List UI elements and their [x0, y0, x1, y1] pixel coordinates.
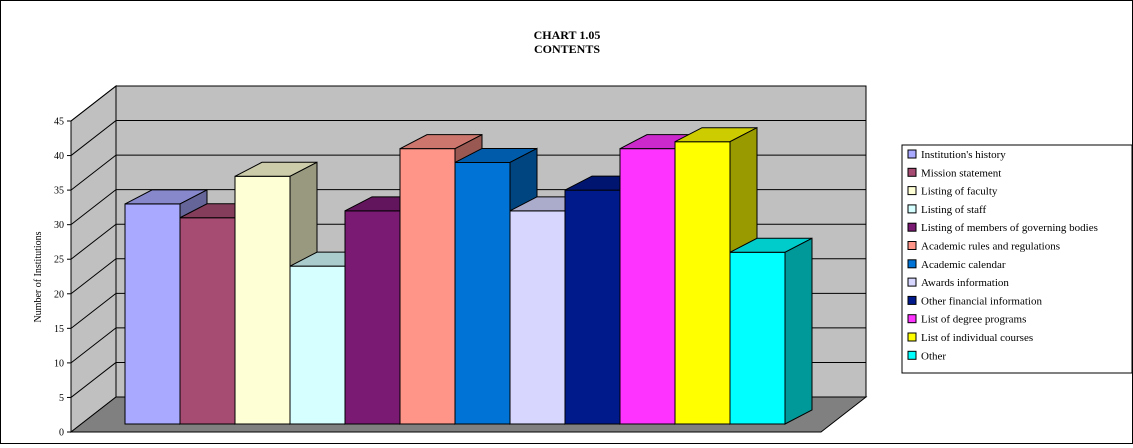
bar-front: [674, 141, 731, 425]
legend-swatch: [907, 295, 917, 305]
legend-item: Listing of faculty: [907, 186, 998, 198]
bar-front: [289, 265, 346, 425]
bar-front: [344, 210, 401, 425]
legend-swatch: [907, 350, 917, 360]
y-tick-label: 35: [54, 186, 64, 197]
gridline: [70, 154, 117, 191]
gridline: [70, 362, 117, 398]
legend: Institution's history Mission statement Li…: [901, 144, 1133, 374]
chart-subtitle: CONTENTS: [534, 42, 600, 56]
legend-label: Awards information: [921, 277, 1009, 289]
legend-item: List of degree programs: [907, 314, 1026, 326]
legend-item: Institution's history: [907, 149, 1006, 161]
bar-front: [179, 217, 236, 425]
legend-label: List of degree programs: [921, 314, 1026, 326]
legend-item: Awards information: [907, 277, 1009, 289]
y-tick-label: 0: [59, 428, 64, 439]
y-axis: 0 5 10 15 20 25 30 35 40 45: [54, 117, 72, 439]
bar-front: [564, 189, 621, 425]
bar-front: [234, 175, 291, 425]
gridline: [70, 223, 117, 260]
legend-box: [901, 144, 1133, 374]
gridline: [70, 120, 117, 156]
y-tick-label: 10: [54, 358, 64, 369]
bar-front: [124, 203, 181, 425]
legend-swatch: [907, 149, 917, 159]
bar-front: [729, 251, 786, 425]
gridline: [70, 85, 117, 122]
legend-swatch: [907, 186, 917, 196]
gridline: [70, 189, 117, 226]
legend-label: Academic rules and regulations: [921, 241, 1060, 253]
legend-label: Listing of members of governing bodies: [921, 222, 1098, 234]
y-tick-label: 20: [54, 289, 64, 300]
legend-label: Listing of faculty: [921, 186, 998, 198]
legend-item: Academic rules and regulations: [907, 241, 1060, 253]
bar: [729, 237, 813, 425]
legend-label: List of individual courses: [921, 332, 1033, 344]
gridline: [70, 258, 117, 295]
legend-swatch: [907, 222, 917, 232]
bar-front: [509, 210, 566, 425]
y-tick-label: 5: [59, 393, 64, 404]
y-tick-label: 45: [54, 117, 64, 128]
legend-swatch: [907, 167, 917, 177]
chart-title: CHART 1.05: [534, 28, 601, 42]
bar-front: [454, 161, 511, 425]
chart-bars: [124, 126, 813, 425]
legend-swatch: [907, 332, 917, 342]
legend-swatch: [907, 241, 917, 250]
legend-item: Listing of staff: [907, 204, 987, 216]
y-tick-label: 25: [54, 255, 64, 266]
legend-label: Other: [921, 350, 946, 362]
legend-item: Academic calendar: [907, 259, 1006, 271]
y-axis-label: Number of Institutions: [33, 231, 44, 322]
legend-item: List of individual courses: [907, 332, 1033, 344]
legend-label: Other financial information: [921, 295, 1042, 307]
legend-label: Academic calendar: [921, 259, 1006, 271]
legend-label: Institution's history: [921, 149, 1006, 161]
bar-front: [619, 148, 676, 425]
legend-swatch: [907, 204, 917, 214]
legend-swatch: [907, 277, 917, 287]
y-tick-label: 30: [54, 220, 64, 231]
legend-swatch: [907, 259, 917, 269]
legend-item: Other: [907, 350, 946, 362]
gridline: [70, 327, 117, 364]
legend-item: Mission statement: [907, 167, 1001, 179]
legend-item: Other financial information: [907, 295, 1042, 307]
bar-front: [399, 148, 456, 425]
gridline: [70, 292, 117, 329]
legend-label: Listing of staff: [921, 204, 987, 216]
y-tick-label: 15: [54, 324, 64, 335]
legend-swatch: [907, 314, 917, 324]
y-tick-label: 40: [54, 151, 64, 162]
bar-side: [784, 237, 813, 425]
legend-item: Listing of members of governing bodies: [907, 222, 1098, 234]
legend-label: Mission statement: [921, 167, 1001, 179]
